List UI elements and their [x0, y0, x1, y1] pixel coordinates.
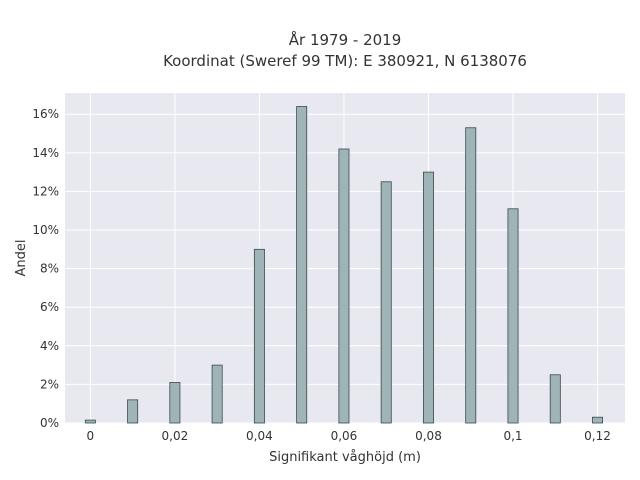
y-tick-label: 14% — [32, 146, 59, 160]
y-tick-label: 6% — [40, 300, 59, 314]
bar-layer — [84, 106, 604, 424]
bar — [380, 181, 392, 424]
bar — [338, 148, 350, 424]
chart-title-line2: Koordinat (Sweref 99 TM): E 380921, N 61… — [163, 52, 527, 70]
y-tick-label: 0% — [40, 416, 59, 430]
bar — [422, 171, 434, 424]
bar — [84, 419, 96, 424]
bar — [549, 374, 561, 424]
bar — [507, 208, 519, 424]
chart-title-line1: År 1979 - 2019 — [289, 30, 402, 49]
x-tick-label: 0,02 — [162, 429, 189, 443]
x-tick-label: 0,12 — [584, 429, 611, 443]
y-tick-label: 8% — [40, 262, 59, 276]
x-tick-label: 0,08 — [415, 429, 442, 443]
bar — [592, 416, 604, 424]
bar — [169, 382, 181, 424]
bar — [296, 106, 308, 424]
y-tick-label: 16% — [32, 107, 59, 121]
bar — [211, 364, 223, 424]
x-tick-label: 0,06 — [331, 429, 358, 443]
bar — [127, 399, 139, 424]
y-axis-label: Andel — [14, 240, 29, 277]
bar — [253, 248, 265, 424]
x-tick-label: 0,04 — [246, 429, 273, 443]
y-tick-label: 10% — [32, 223, 59, 237]
x-tick-label: 0 — [87, 429, 95, 443]
y-tick-label: 2% — [40, 377, 59, 391]
y-tick-label: 4% — [40, 339, 59, 353]
bar — [465, 127, 477, 424]
tick-layer: 0 0,02 0,04 0,06 0,08 0,1 0,12 0% 2% 4% 6% 8% 10% 12%… — [32, 107, 611, 443]
x-axis-label: Signifikant våghöjd (m) — [269, 450, 421, 465]
x-tick-label: 0,1 — [503, 429, 522, 443]
y-tick-label: 12% — [32, 184, 59, 198]
